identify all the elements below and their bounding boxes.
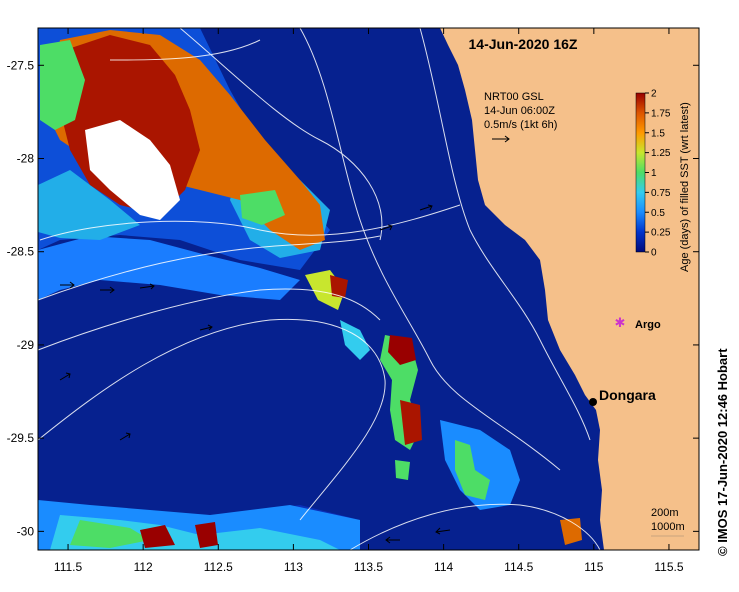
current-arrow <box>139 283 155 290</box>
age-region-light-blue <box>38 236 300 300</box>
current-vectors <box>59 204 451 544</box>
current-arrow <box>435 527 451 535</box>
streamline <box>349 503 601 551</box>
depth-contour-legend: 200m 1000m <box>651 507 685 537</box>
colorbar-tick-label: 0.5 <box>651 208 665 219</box>
x-tick-label: 113 <box>284 560 303 574</box>
streamline <box>109 39 261 61</box>
dongara-marker <box>589 398 597 406</box>
colorbar-tick-label: 0.25 <box>651 228 671 239</box>
y-tick-label: -29 <box>17 338 35 352</box>
x-tick-label: 114 <box>434 560 453 574</box>
x-axis: 111.5 112 112.5 113 113.5 114 114.5 115 115.5 <box>54 28 684 574</box>
age-region-red-shelf-2 <box>388 335 416 365</box>
places: Dongara ✱ Argo <box>589 316 661 406</box>
current-arrow <box>59 372 71 381</box>
age-region-south-red-2 <box>195 522 218 548</box>
x-tick-label: 113.5 <box>354 560 383 574</box>
x-tick-label: 112 <box>134 560 153 574</box>
x-tick-label: 111.5 <box>54 560 83 574</box>
colorbar-tick-label: 1.25 <box>651 148 671 159</box>
colorbar-tick-label: 1.75 <box>651 108 671 119</box>
x-tick-label: 115.5 <box>654 560 683 574</box>
age-region-green-nw <box>40 40 85 130</box>
colorbar: 2 1.75 1.5 1.25 1 0.75 0.5 0.25 0 Age (days) of … <box>635 89 691 272</box>
age-region-green-patch <box>395 460 410 480</box>
streamline <box>37 235 381 301</box>
y-tick-label: -28 <box>17 152 35 166</box>
credit-text: © IMOS 17-Jun-2020 12:46 Hobart <box>715 348 730 556</box>
depth-label-1000m: 1000m <box>651 521 685 533</box>
age-region-green-central <box>240 190 285 225</box>
current-arrow <box>119 432 131 441</box>
sst-age-field <box>38 28 582 550</box>
colorbar-label: Age (days) of filled SST (wrt latest) <box>679 102 691 272</box>
current-arrow <box>385 536 400 544</box>
x-tick-label: 115 <box>584 560 603 574</box>
x-tick-label: 114.5 <box>504 560 533 574</box>
age-region-south-red <box>140 525 175 548</box>
place-label-argo: Argo <box>635 319 661 331</box>
no-data-region-white <box>85 120 180 220</box>
legend-line-1: NRT00 GSL <box>484 91 544 103</box>
streamlines <box>37 27 601 551</box>
vector-legend: NRT00 GSL 14-Jun 06:00Z 0.5m/s (1kt 6h) <box>484 91 557 143</box>
age-region-red-shelf-3 <box>400 400 422 445</box>
place-label-dongara: Dongara <box>599 387 656 403</box>
age-region-red-shelf <box>330 275 348 298</box>
colorbar-gradient <box>635 92 646 253</box>
age-region-cyan-shelf <box>340 320 370 360</box>
y-tick-label: -27.5 <box>7 58 35 72</box>
age-region-south-green <box>70 520 150 548</box>
y-tick-label: -28.5 <box>7 245 35 259</box>
argo-float-icon: ✱ <box>615 316 626 331</box>
current-arrow <box>60 281 75 289</box>
age-region-green-south-shelf <box>455 440 490 500</box>
age-region-cyan-west <box>38 170 140 240</box>
y-axis: -27.5 -28 -28.5 -29 -29.5 -30 <box>7 58 699 538</box>
streamline <box>37 288 381 351</box>
contour-200m <box>419 27 591 441</box>
y-tick-label: -30 <box>17 524 35 538</box>
current-arrow <box>379 224 393 231</box>
colorbar-tick-label: 1.5 <box>651 128 665 139</box>
current-arrow <box>199 324 213 331</box>
x-tick-label: 112.5 <box>204 560 233 574</box>
streamline <box>179 27 383 241</box>
colorbar-tick-label: 2 <box>651 89 657 100</box>
legend-line-2: 14-Jun 06:00Z <box>484 105 555 117</box>
streamline <box>37 318 386 521</box>
y-tick-label: -29.5 <box>7 431 35 445</box>
land-mass <box>440 28 699 550</box>
colorbar-ticks: 2 1.75 1.5 1.25 1 0.75 0.5 0.25 0 <box>645 89 671 259</box>
colorbar-tick-label: 0 <box>651 248 657 259</box>
colorbar-tick-label: 0.75 <box>651 188 671 199</box>
legend-line-3: 0.5m/s (1kt 6h) <box>484 119 557 131</box>
colorbar-tick-label: 1 <box>651 168 657 179</box>
streamline <box>39 204 461 241</box>
contour-1000m <box>299 27 561 471</box>
map-title: 14-Jun-2020 16Z <box>469 36 578 52</box>
current-arrow <box>100 286 115 294</box>
legend-arrow <box>492 135 510 143</box>
current-arrow <box>419 204 433 211</box>
depth-label-200m: 200m <box>651 507 679 519</box>
